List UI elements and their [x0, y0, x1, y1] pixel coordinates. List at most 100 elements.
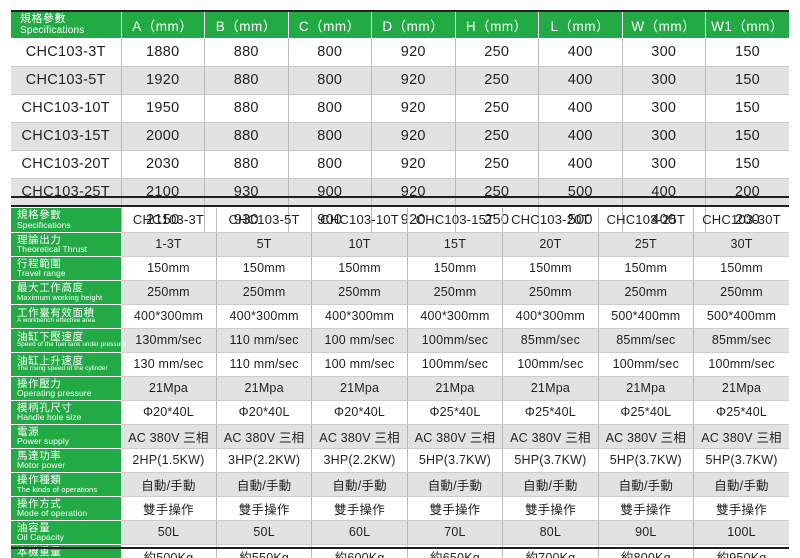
- spec-cell: 250mm: [502, 280, 599, 305]
- spec-row-label-rising-speed: 油缸上升速度 The rising speed of the cylinder: [11, 352, 121, 377]
- dimension-cell: 880: [204, 122, 289, 151]
- spec-label-en: Mode of operation: [17, 508, 88, 518]
- dimension-cell: 800: [288, 94, 372, 123]
- spec-cell: 自動/手動: [311, 472, 408, 497]
- spec-cell: 5HP(3.7KW): [502, 448, 599, 473]
- spec-cell: 5HP(3.7KW): [598, 448, 695, 473]
- spec-cell: 250mm: [121, 280, 217, 305]
- dimension-cell: 1880: [121, 38, 205, 67]
- spec-row-label-travel-range: 行程範圍 Travel range: [11, 256, 121, 281]
- spec-cell: 雙手操作: [598, 496, 695, 521]
- spec-cell: 130 mm/sec: [121, 352, 217, 377]
- dimension-model-cell: CHC103-25T: [11, 178, 122, 207]
- dimension-cell: 150: [705, 38, 789, 67]
- spec-cell: 21Mpa: [598, 376, 695, 401]
- spec-cell: 21Mpa: [502, 376, 599, 401]
- dimension-cell: 400: [538, 150, 623, 179]
- spec-label-cn: 油缸上升速度: [17, 354, 84, 367]
- spec-row-label-motor-power: 馬達功率 Motor power: [11, 448, 121, 473]
- spec-cell: 自動/手動: [502, 472, 599, 497]
- spec-cell: 150mm: [216, 256, 313, 281]
- spec-cell: 5HP(3.7KW): [407, 448, 504, 473]
- dimension-cell: 800: [288, 66, 372, 95]
- table-row: 操作方式 Mode of operation 雙手操作 雙手操作 雙手操作 雙手…: [11, 496, 789, 521]
- spec-label-en: Power supply: [17, 436, 70, 446]
- spec-row-label-handle-hole-size: 模柄孔尺寸 Handle hole size: [11, 400, 121, 425]
- spec-label-cn: 油容量: [17, 521, 51, 534]
- dimension-cell: 400: [538, 122, 623, 151]
- spec-cell: 15T: [407, 232, 504, 257]
- dimension-table-container: 規格參數 Specifications A（mm） B（mm） C（mm） D（…: [11, 12, 789, 234]
- spec-cell: 150mm: [407, 256, 504, 281]
- dimension-col-header-c: C（mm）: [288, 12, 372, 38]
- spec-cell: 400*300mm: [311, 304, 408, 329]
- spec-table-top-rule: [11, 205, 789, 207]
- spec-model-header: CHC103-10T: [311, 208, 408, 233]
- spec-cell: 100L: [693, 520, 789, 545]
- spec-model-header: CHC103-15T: [407, 208, 504, 233]
- spec-cell: 150mm: [598, 256, 695, 281]
- spec-label-cn: 行程範圍: [17, 257, 62, 270]
- spec-cell: 110 mm/sec: [216, 328, 313, 353]
- spec-cell: AC 380V 三相: [121, 424, 217, 449]
- dimension-cell: 1920: [121, 66, 205, 95]
- spec-cell: 自動/手動: [121, 472, 217, 497]
- spec-header-label-cn: 規格參數: [17, 209, 62, 222]
- spec-cell: 10T: [311, 232, 408, 257]
- spec-label-en: Speed of the fuel tank under pressure: [17, 341, 127, 349]
- table-row: CHC103-15T 2000 880 800 920 250 400 300 …: [11, 122, 789, 151]
- spec-cell: 250mm: [216, 280, 313, 305]
- dimension-cell: 250: [455, 150, 539, 179]
- dimension-cell: 920: [371, 150, 456, 179]
- spec-cell: 60L: [311, 520, 408, 545]
- table-row: 行程範圍 Travel range 150mm 150mm 150mm 150m…: [11, 256, 789, 281]
- spec-cell: AC 380V 三相: [693, 424, 789, 449]
- spec-cell: AC 380V 三相: [407, 424, 504, 449]
- table-row: CHC103-10T 1950 880 800 920 250 400 300 …: [11, 94, 789, 123]
- dimension-cell: 250: [455, 66, 539, 95]
- spec-cell: 150mm: [502, 256, 599, 281]
- spec-model-header: CHC103-25T: [598, 208, 695, 233]
- spec-table-body: 規格參數 Specifications CHC103-3T CHC103-5T …: [11, 208, 789, 558]
- spec-cell: 80L: [502, 520, 599, 545]
- spec-cell: Φ20*40L: [216, 400, 313, 425]
- table-row: CHC103-25T 2100 930 900 920 250 500 400 …: [11, 178, 789, 207]
- spec-cell: 5T: [216, 232, 313, 257]
- spec-label-en: A workbench effective area: [17, 317, 96, 325]
- spec-cell: 100mm/sec: [693, 352, 789, 377]
- spec-cell: AC 380V 三相: [598, 424, 695, 449]
- spec-cell: 100mm/sec: [407, 328, 504, 353]
- dimension-col-header-w1: W1（mm）: [705, 12, 789, 38]
- dimension-cell: 150: [705, 122, 789, 151]
- dimension-cell: 880: [204, 38, 289, 67]
- dimension-col-header-w: W（mm）: [622, 12, 706, 38]
- dimension-cell: 800: [288, 122, 372, 151]
- spec-cell: 雙手操作: [693, 496, 789, 521]
- spec-label-cn: 電源: [17, 425, 40, 438]
- spec-cell: 2HP(1.5KW): [121, 448, 217, 473]
- spec-cell: 130mm/sec: [121, 328, 217, 353]
- spec-cell: 70L: [407, 520, 504, 545]
- table-row: 電源 Power supply AC 380V 三相 AC 380V 三相 AC…: [11, 424, 789, 449]
- spec-table-container: 規格參數 Specifications CHC103-3T CHC103-5T …: [11, 208, 789, 558]
- dimension-cell: 300: [622, 150, 706, 179]
- spec-row-label-oil-capacity: 油容量 Oil Capacity: [11, 520, 121, 545]
- dimension-model-cell: CHC103-10T: [11, 94, 122, 123]
- spec-row-label-max-working-height: 最大工作高度 Maximum working height: [11, 280, 121, 305]
- spec-cell: 90L: [598, 520, 695, 545]
- dimension-cell: 2000: [121, 122, 205, 151]
- spec-cell: 1-3T: [121, 232, 217, 257]
- spec-cell: AC 380V 三相: [502, 424, 599, 449]
- spec-cell: 自動/手動: [216, 472, 313, 497]
- spec-cell: 3HP(2.2KW): [216, 448, 313, 473]
- dimension-spec-header-en: Specifications: [20, 24, 85, 36]
- spec-label-en: The rising speed of the cylinder: [17, 365, 108, 373]
- spec-row-label-kinds-of-operations: 操作種類 The kinds of operations: [11, 472, 121, 497]
- dimension-table-top-rule: [11, 10, 789, 12]
- spec-label-en: Travel range: [17, 268, 66, 278]
- spec-cell: 400*300mm: [407, 304, 504, 329]
- dimension-cell: 920: [371, 38, 456, 67]
- spec-label-en: Theoretical Thrust: [17, 244, 88, 254]
- spec-cell: 雙手操作: [216, 496, 313, 521]
- dimension-cell: 250: [455, 94, 539, 123]
